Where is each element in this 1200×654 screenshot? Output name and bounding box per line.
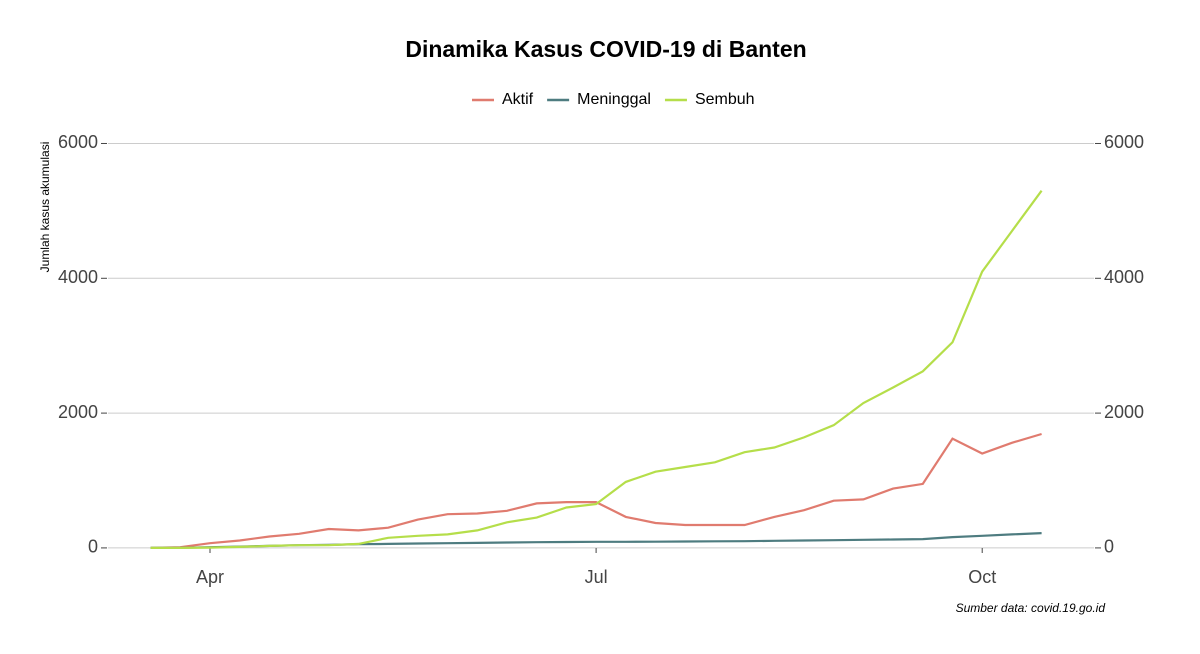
x-tick-label: Apr bbox=[196, 567, 224, 587]
legend: Aktif Meninggal Sembuh bbox=[472, 91, 755, 108]
x-tick-label: Oct bbox=[968, 567, 996, 587]
y-axis-label: Jumlah kasus akumulasi bbox=[38, 142, 52, 273]
series-line bbox=[150, 190, 1043, 549]
y-tick-label: 0 bbox=[88, 537, 98, 557]
y2-tick-label: 6000 bbox=[1104, 132, 1144, 152]
chart-title: Dinamika Kasus COVID-19 di Banten bbox=[405, 36, 806, 62]
y2-tick-label: 4000 bbox=[1104, 267, 1144, 287]
y2-tick-label: 2000 bbox=[1104, 402, 1144, 422]
y-tick-label: 2000 bbox=[58, 402, 98, 422]
caption: Sumber data: covid.19.go.id bbox=[956, 601, 1106, 615]
y-tick-label: 6000 bbox=[58, 132, 98, 152]
legend-label: Sembuh bbox=[695, 91, 755, 108]
y2-tick-label: 0 bbox=[1104, 537, 1114, 557]
legend-label: Aktif bbox=[502, 91, 534, 108]
y-tick-label: 4000 bbox=[58, 267, 98, 287]
series-line bbox=[150, 432, 1042, 549]
legend-label: Meninggal bbox=[577, 91, 651, 108]
x-tick-label: Jul bbox=[585, 567, 608, 587]
